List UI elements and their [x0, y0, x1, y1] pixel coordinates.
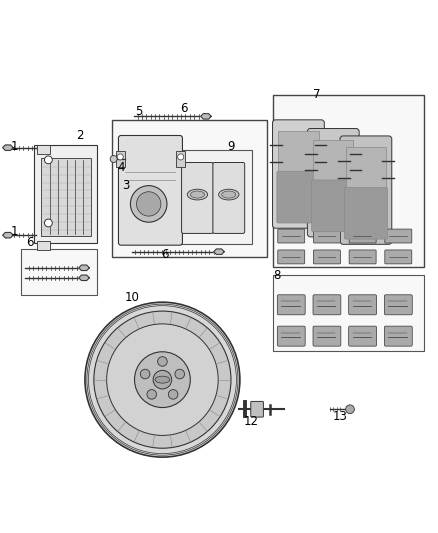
FancyBboxPatch shape — [277, 295, 305, 315]
FancyBboxPatch shape — [251, 401, 263, 417]
FancyBboxPatch shape — [118, 135, 183, 245]
FancyBboxPatch shape — [385, 295, 412, 315]
Text: 3: 3 — [122, 180, 129, 192]
FancyBboxPatch shape — [277, 326, 305, 346]
Bar — [113, 120, 267, 257]
FancyBboxPatch shape — [272, 120, 324, 228]
Text: 1: 1 — [11, 225, 18, 238]
FancyBboxPatch shape — [182, 163, 213, 233]
Circle shape — [131, 185, 167, 222]
Text: 6: 6 — [26, 236, 33, 249]
Bar — [21, 249, 97, 295]
Text: 5: 5 — [135, 106, 142, 118]
Bar — [179, 150, 252, 244]
FancyBboxPatch shape — [385, 326, 412, 346]
FancyBboxPatch shape — [278, 131, 319, 172]
FancyBboxPatch shape — [314, 250, 340, 264]
Bar — [37, 144, 50, 154]
Text: 13: 13 — [332, 410, 347, 423]
FancyBboxPatch shape — [349, 326, 377, 346]
FancyBboxPatch shape — [278, 250, 305, 264]
Circle shape — [178, 154, 184, 160]
Text: 10: 10 — [124, 292, 139, 304]
Circle shape — [45, 219, 52, 227]
FancyBboxPatch shape — [213, 163, 245, 233]
Ellipse shape — [222, 191, 236, 198]
FancyBboxPatch shape — [385, 250, 412, 264]
FancyBboxPatch shape — [278, 229, 305, 243]
FancyBboxPatch shape — [314, 229, 340, 243]
Ellipse shape — [219, 189, 239, 200]
FancyBboxPatch shape — [313, 326, 341, 346]
FancyBboxPatch shape — [277, 171, 320, 223]
Bar — [42, 158, 92, 236]
Text: 6: 6 — [180, 102, 188, 116]
Circle shape — [45, 156, 52, 164]
FancyBboxPatch shape — [385, 229, 412, 243]
Ellipse shape — [187, 189, 208, 200]
Text: 6: 6 — [161, 248, 168, 261]
Bar — [37, 241, 50, 251]
Text: 9: 9 — [227, 140, 235, 154]
FancyBboxPatch shape — [349, 250, 376, 264]
Polygon shape — [3, 232, 13, 238]
Circle shape — [106, 324, 218, 435]
Ellipse shape — [155, 376, 170, 383]
Ellipse shape — [191, 191, 205, 198]
Circle shape — [175, 369, 184, 379]
Bar — [34, 144, 97, 243]
FancyBboxPatch shape — [307, 128, 359, 237]
FancyBboxPatch shape — [313, 140, 353, 181]
FancyBboxPatch shape — [349, 229, 376, 243]
Bar — [116, 151, 124, 167]
FancyBboxPatch shape — [349, 295, 377, 315]
Circle shape — [94, 311, 231, 448]
Bar — [273, 275, 424, 351]
Bar — [273, 94, 424, 266]
Text: 2: 2 — [76, 130, 84, 142]
Circle shape — [346, 405, 354, 414]
Circle shape — [147, 390, 156, 399]
Circle shape — [85, 302, 240, 457]
Text: 7: 7 — [313, 88, 321, 101]
Circle shape — [137, 192, 161, 216]
Bar — [177, 151, 185, 167]
FancyBboxPatch shape — [346, 147, 386, 188]
Polygon shape — [79, 265, 89, 271]
Text: 12: 12 — [244, 415, 259, 427]
Circle shape — [110, 156, 117, 163]
Circle shape — [168, 390, 178, 399]
FancyBboxPatch shape — [313, 295, 341, 315]
Polygon shape — [201, 114, 211, 119]
Circle shape — [134, 352, 190, 408]
FancyBboxPatch shape — [340, 136, 392, 244]
Circle shape — [153, 370, 172, 389]
FancyBboxPatch shape — [312, 180, 355, 232]
Polygon shape — [214, 249, 224, 254]
Polygon shape — [3, 145, 13, 150]
Circle shape — [158, 357, 167, 366]
Polygon shape — [79, 275, 89, 280]
Text: 8: 8 — [273, 269, 280, 282]
FancyBboxPatch shape — [344, 188, 388, 239]
Text: 1: 1 — [11, 140, 18, 154]
Circle shape — [117, 154, 123, 160]
Text: 4: 4 — [117, 161, 125, 174]
Circle shape — [140, 369, 150, 379]
